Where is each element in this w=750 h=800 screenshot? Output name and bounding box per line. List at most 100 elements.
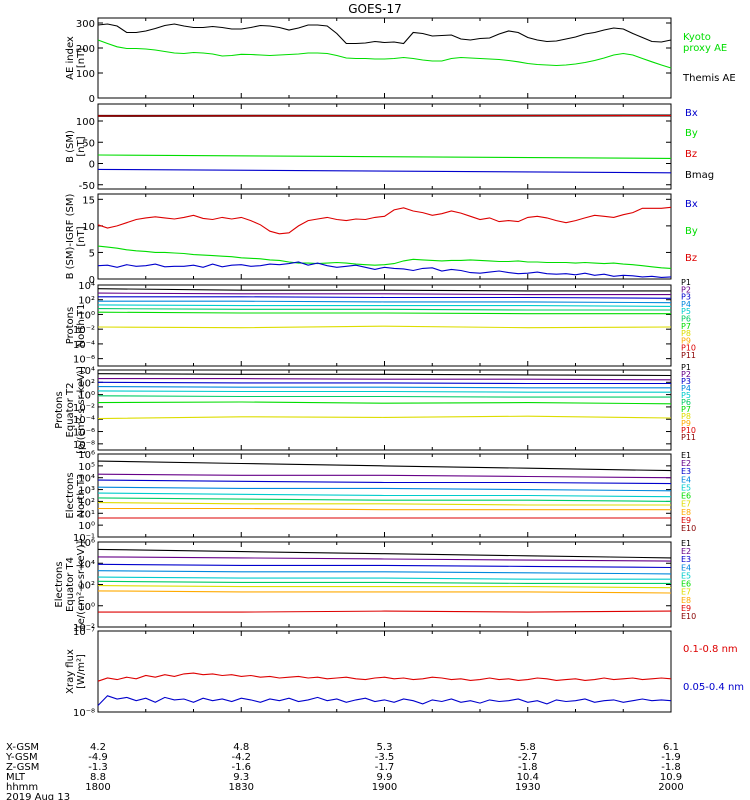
legend-entry: E3	[681, 555, 691, 564]
series-line-2	[97, 473, 672, 479]
legend-entry: Bmag	[685, 170, 714, 181]
y-tick-label: 5	[89, 248, 95, 259]
legend-entry: P3	[681, 293, 691, 302]
y-axis-label: [nT]	[76, 136, 87, 156]
legend-entry: P7	[681, 405, 691, 414]
legend-entry: P8	[681, 329, 691, 338]
footer-value: -4.2	[231, 752, 251, 763]
series-line-7	[97, 585, 672, 589]
series-line-5	[97, 390, 671, 393]
y-tick-label: 100	[76, 69, 95, 80]
legend-entry: Bz	[685, 253, 697, 264]
legend-entry: E8	[681, 596, 691, 605]
y-axis-label: [e/(cm²-s-sr-keV)]	[76, 541, 87, 629]
legend-entry: P7	[681, 322, 691, 331]
legend-entry: E3	[681, 467, 691, 476]
series-line-5	[97, 576, 671, 580]
y-axis-label: Equator T4	[65, 557, 76, 612]
footer-value: -1.3	[88, 762, 108, 773]
legend-entry: P9	[681, 336, 691, 345]
legend-entry: E7	[681, 500, 691, 509]
footer-row-label: MLT	[6, 772, 26, 783]
y-axis-label: Xray flux	[65, 649, 76, 694]
footer-value: 5.8	[520, 742, 536, 753]
legend-entry: P6	[681, 315, 691, 324]
series-line-8	[98, 507, 671, 511]
legend-entry: 0.05-0.4 nm	[683, 682, 744, 693]
panel-frame	[97, 369, 672, 451]
legend-entry: E9	[681, 604, 691, 613]
panel-frame	[97, 17, 672, 99]
footer-value: -1.7	[375, 762, 395, 773]
y-axis-label: Protons	[65, 307, 76, 344]
legend-entry: By	[685, 226, 698, 237]
y-tick-label: 10⁰	[78, 391, 95, 402]
series-line-4	[97, 168, 672, 174]
series-line-5	[97, 304, 672, 307]
footer-value: -1.9	[661, 752, 681, 763]
legend-entry: Bx	[685, 108, 698, 119]
legend-entry: P5	[681, 307, 691, 316]
footer-value: 9.9	[377, 772, 393, 783]
y-axis-label: North T1	[76, 304, 87, 348]
legend-entry: P6	[681, 398, 691, 407]
legend-entry: P9	[681, 419, 691, 428]
y-tick-label: 10⁻⁴	[73, 415, 95, 426]
series-line-4	[97, 386, 671, 389]
series-line-8	[97, 415, 672, 420]
legend-entry: P10	[681, 426, 696, 435]
footer-value: -4.9	[88, 752, 108, 763]
legend-entry: E10	[681, 524, 696, 533]
y-axis-label: Equator T2	[65, 383, 76, 438]
plot-title: GOES-17	[348, 2, 402, 16]
legend-entry: Bx	[685, 199, 698, 210]
y-axis-label: B (SM)-IGRF (SM)	[65, 194, 76, 280]
legend-entry: proxy AE	[683, 43, 727, 54]
footer-row-label: Y-GSM	[5, 752, 38, 763]
y-tick-label: 10⁻²	[73, 325, 95, 336]
legend-entry: E1	[681, 539, 691, 548]
y-tick-label: 10¹	[78, 509, 95, 520]
y-tick-label: 10⁰	[78, 521, 95, 532]
y-tick-label: 10⁵	[78, 462, 95, 473]
y-axis-label: North T3	[76, 474, 87, 518]
legend-entry: E6	[681, 580, 691, 589]
legend-entry: By	[685, 128, 698, 139]
legend-entry: E2	[681, 547, 691, 556]
y-axis-label: [p/(cm²-s-sr-keV)]	[76, 366, 87, 454]
legend-entry: Themis AE	[682, 73, 736, 84]
footer-value: 10.9	[660, 772, 682, 783]
series-line-6	[97, 395, 671, 398]
footer-value: 4.2	[90, 742, 106, 753]
legend-entry: E10	[681, 612, 696, 621]
y-tick-label: 10⁻⁸	[73, 440, 95, 451]
legend-entry: E1	[681, 451, 691, 460]
y-tick-label: 10²	[78, 581, 95, 592]
legend-entry: P5	[681, 391, 691, 400]
legend-entry: Kyoto	[683, 32, 711, 43]
legend-entry: E5	[681, 571, 691, 580]
series-line-1	[97, 39, 672, 69]
y-tick-label: 10⁻¹	[73, 533, 95, 544]
series-line-3	[97, 381, 671, 385]
series-line-2	[97, 695, 672, 706]
panel-frame	[97, 541, 672, 628]
footer-value: 5.3	[377, 742, 393, 753]
series-line-2	[97, 556, 672, 562]
footer-value: -3.5	[375, 752, 395, 763]
series-line-6	[97, 308, 671, 311]
legend-entry: E4	[681, 475, 691, 484]
y-tick-label: 10⁴	[78, 281, 95, 292]
y-axis-label: [nT]	[76, 226, 87, 246]
series-line-1	[97, 460, 672, 472]
series-line-2	[98, 378, 672, 381]
footer-value: -2.7	[518, 752, 538, 763]
footer-value: 1830	[229, 782, 254, 793]
legend-entry: P11	[681, 351, 696, 360]
series-line-2	[97, 292, 671, 296]
y-tick-label: 50	[82, 138, 95, 149]
